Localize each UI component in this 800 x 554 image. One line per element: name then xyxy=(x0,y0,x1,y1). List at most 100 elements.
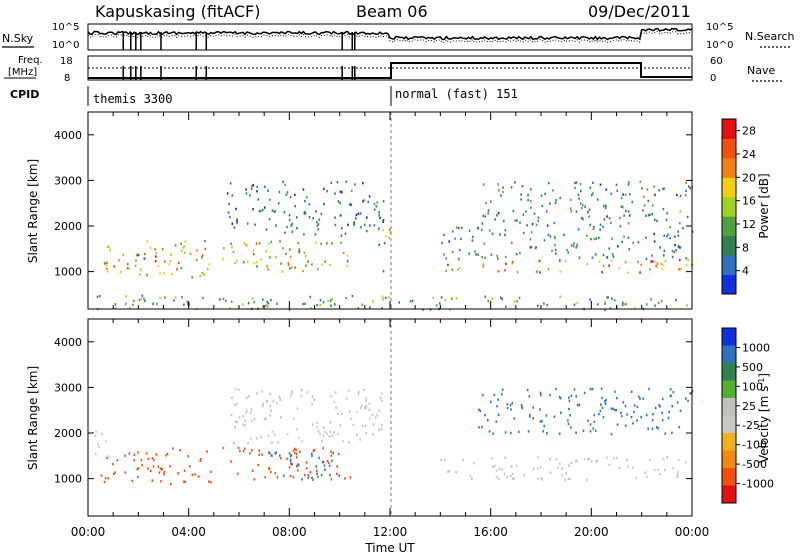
data-cell xyxy=(512,209,515,213)
data-cell xyxy=(491,457,494,460)
data-cell xyxy=(549,202,551,205)
data-cell xyxy=(624,193,627,196)
data-cell xyxy=(570,394,573,397)
data-cell xyxy=(282,180,284,184)
data-cell xyxy=(244,419,246,423)
data-cell xyxy=(383,242,386,245)
colorbar-segment xyxy=(722,328,736,346)
data-cell xyxy=(685,189,687,193)
data-cell xyxy=(676,401,679,404)
data-cell xyxy=(612,255,615,259)
data-cell xyxy=(687,399,689,403)
data-cell xyxy=(174,244,177,247)
data-cell xyxy=(586,478,588,481)
colorbar-segment xyxy=(722,433,736,451)
data-cell xyxy=(291,463,293,466)
data-cell xyxy=(502,190,504,194)
data-cell xyxy=(628,181,630,184)
data-cell xyxy=(439,302,441,305)
data-cell xyxy=(627,183,630,186)
data-cell xyxy=(235,207,237,211)
data-cell xyxy=(265,304,267,307)
data-cell xyxy=(266,300,268,304)
data-cell xyxy=(527,194,529,197)
data-cell xyxy=(612,407,614,410)
data-cell xyxy=(647,199,650,203)
data-cell xyxy=(627,271,629,274)
data-cell xyxy=(615,409,617,412)
data-cell xyxy=(640,416,642,419)
data-cell xyxy=(280,262,282,265)
data-cell xyxy=(316,421,319,424)
data-cell xyxy=(168,262,170,266)
data-cell xyxy=(600,387,603,390)
data-cell xyxy=(610,259,613,263)
data-cell xyxy=(239,449,241,453)
data-cell xyxy=(302,188,305,191)
data-cell xyxy=(474,250,476,253)
data-cell xyxy=(247,260,249,263)
data-cell xyxy=(594,429,597,432)
data-cell xyxy=(290,266,293,269)
data-cell xyxy=(277,202,280,205)
data-cell xyxy=(323,202,325,206)
data-cell xyxy=(176,268,178,271)
data-cell xyxy=(107,270,109,273)
data-cell xyxy=(689,187,691,190)
data-cell xyxy=(640,263,643,266)
data-cell xyxy=(487,209,490,212)
data-cell xyxy=(201,254,204,257)
data-cell xyxy=(328,464,331,467)
nave-label: Nave xyxy=(747,64,775,77)
data-cell xyxy=(106,245,109,249)
data-cell xyxy=(267,268,269,271)
data-cell xyxy=(322,447,324,450)
data-cell xyxy=(158,471,161,474)
data-cell xyxy=(262,402,264,406)
data-cell xyxy=(271,441,273,444)
data-cell xyxy=(593,226,595,229)
data-cell xyxy=(610,221,612,225)
data-cell xyxy=(501,468,504,471)
data-cell xyxy=(223,247,225,250)
data-cell xyxy=(253,418,256,421)
data-cell xyxy=(593,413,596,417)
data-cell xyxy=(577,193,580,197)
data-cell xyxy=(513,477,515,480)
data-cell xyxy=(288,214,291,217)
data-cell xyxy=(118,259,120,262)
data-cell xyxy=(284,183,286,186)
data-cell xyxy=(95,430,97,433)
colorbar-tick: 500 xyxy=(742,361,763,374)
data-cell xyxy=(286,225,288,229)
data-cell xyxy=(127,262,129,266)
data-cell xyxy=(504,456,507,459)
data-cell xyxy=(642,195,645,198)
data-cell xyxy=(674,235,676,238)
velocity-y-axis: 1000 2000 3000 4000 xyxy=(54,336,692,486)
data-cell xyxy=(535,246,537,249)
data-cell xyxy=(665,218,668,221)
data-cell xyxy=(316,224,319,227)
data-cell xyxy=(316,475,319,478)
data-cell xyxy=(296,227,298,230)
data-cell xyxy=(265,417,267,420)
data-cell xyxy=(246,222,249,225)
data-cell xyxy=(236,221,238,224)
data-cell xyxy=(586,234,588,237)
data-cell xyxy=(357,392,360,395)
data-cell xyxy=(509,404,512,407)
data-cell xyxy=(495,469,498,472)
data-cell xyxy=(631,200,633,204)
data-cell xyxy=(273,210,276,213)
data-cell xyxy=(584,205,586,208)
data-cell xyxy=(586,262,589,266)
data-cell xyxy=(289,394,292,398)
data-cell xyxy=(237,472,239,475)
data-cell xyxy=(295,452,298,456)
data-cell xyxy=(649,268,651,271)
data-cell xyxy=(494,464,496,468)
data-cell xyxy=(555,387,557,391)
data-cell xyxy=(568,407,570,411)
data-cell xyxy=(164,296,166,299)
